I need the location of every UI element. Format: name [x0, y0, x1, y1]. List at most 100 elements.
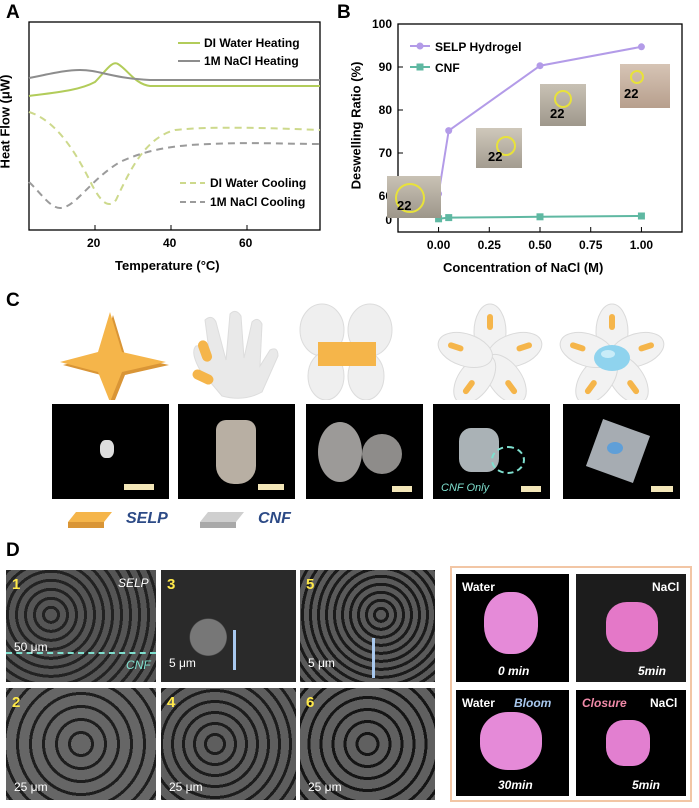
flower-photo-nacl-5min-b: Closure NaCl 5min [576, 690, 686, 796]
sem-6-number: 6 [306, 694, 315, 711]
cycle-border [450, 566, 692, 802]
ruler-4-text: 22 [624, 86, 639, 101]
selp-legend-icon [68, 512, 112, 528]
ruler-3-text: 22 [550, 106, 565, 121]
panel-b-label: B [337, 2, 351, 23]
flower-photo-nacl-5min-a: NaCl 5min [576, 574, 686, 682]
a-xtick-40: 40 [163, 236, 177, 250]
flower-shape-icon-1 [437, 303, 543, 400]
a-legend-nacl-heating: 1M NaCl Heating [204, 54, 299, 68]
ruler-2-text: 22 [488, 149, 503, 164]
ruler-inset-4: 22 [620, 64, 670, 108]
down-arrow-icon-2 [372, 638, 375, 678]
b-xtick-label: 0.25 [478, 238, 502, 252]
bloom-label: Bloom [514, 696, 552, 710]
a-xlabel: Temperature (°C) [115, 258, 220, 273]
panel-d-label: D [6, 540, 20, 561]
selp-point [637, 43, 645, 51]
sem-5-scale: 5 μm [308, 656, 335, 670]
d-photo-2-condition: NaCl [652, 580, 680, 594]
down-arrow-icon [233, 630, 236, 670]
b-ylabel: Deswelling Ratio (%) [348, 61, 364, 190]
panel-a-frame [28, 21, 321, 231]
sem-1-number: 1 [12, 576, 21, 593]
series-line-selp [437, 45, 642, 195]
a-xtick-20: 20 [87, 236, 101, 250]
panel-c-shapes [60, 303, 665, 400]
d-photo-2-time: 5min [638, 664, 667, 678]
sem-1-selp-label: SELP [118, 576, 149, 590]
b-ytick-label: 70 [379, 146, 393, 160]
sem-image-2: 2 25 μm [6, 688, 156, 800]
sem-5-number: 5 [306, 576, 315, 593]
photo-flower-1: CNF Only [433, 404, 550, 499]
a-xtick-60: 60 [239, 236, 253, 250]
sem-4-scale: 25 μm [169, 780, 203, 794]
d-photo-3-time: 30min [498, 778, 533, 792]
sem-3-scale: 5 μm [169, 656, 196, 670]
b-xlabel: Concentration of NaCl (M) [443, 260, 604, 275]
di-water-cooling-curve [28, 111, 321, 205]
b-xtick-label: 0.00 [427, 238, 451, 252]
flower-photo-water-0min: Water 0 min [456, 574, 569, 682]
d-photo-3-condition: Water [462, 696, 495, 710]
b-xtick-label: 0.50 [528, 238, 552, 252]
b-ytick-label-0: 0 [385, 213, 392, 227]
photo-flower-2 [563, 404, 680, 499]
sem-4-number: 4 [167, 694, 176, 711]
cnf-point [445, 214, 453, 222]
sem-2-scale: 25 μm [14, 780, 48, 794]
d-photo-1-condition: Water [462, 580, 495, 594]
b-xtick-label: 0.75 [579, 238, 603, 252]
cnf-point [536, 213, 544, 221]
ruler-1-text: 22 [397, 198, 412, 213]
hand-shape-icon [192, 310, 279, 399]
ruler-inset-1: 22 [387, 176, 441, 218]
b-xtick-label: 1.00 [630, 238, 654, 252]
sem-image-5: 5 5 μm [300, 570, 435, 682]
closure-label: Closure [582, 696, 627, 710]
cnf-point [435, 215, 443, 223]
d-photo-4-condition: NaCl [650, 696, 678, 710]
d-photo-4-time: 5min [632, 778, 661, 792]
b-legend-selp: SELP Hydrogel [435, 40, 522, 54]
panel-a-label: A [6, 2, 20, 23]
a-legend-nacl-cooling: 1M NaCl Cooling [210, 195, 306, 209]
ruler-inset-3: 22 [540, 84, 586, 126]
panel-c-label: C [6, 290, 20, 311]
sem-1-cnf-label: CNF [126, 658, 151, 672]
sem-6-scale: 25 μm [308, 780, 342, 794]
flower-photo-water-30min: Water Bloom 30min [456, 690, 569, 796]
selp-point [445, 127, 453, 135]
legend-selp-marker [416, 42, 424, 50]
b-ytick-label: 80 [379, 103, 393, 117]
series-line-cnf [438, 215, 642, 220]
legend-cnf-marker [416, 63, 424, 71]
sem-image-1: 1 SELP CNF 50 μm [6, 570, 156, 682]
b-legend-cnf: CNF [435, 61, 460, 75]
selp-legend-label: SELP [126, 510, 168, 527]
star-shape-icon [60, 312, 169, 400]
a-legend-di-heating: DI Water Heating [204, 36, 300, 50]
ruler-inset-2: 22 [476, 128, 522, 168]
panel-a-chart [28, 21, 321, 231]
sem-2-number: 2 [12, 694, 21, 711]
b-ytick-label: 100 [372, 17, 392, 31]
sem-image-4: 4 25 μm [161, 688, 296, 800]
sem-3-number: 3 [167, 576, 176, 593]
flower-shape-icon-2 [559, 303, 665, 400]
photo-butterfly [306, 404, 423, 499]
cnf-only-label: CNF Only [441, 482, 490, 494]
a-legend-di-cooling: DI Water Cooling [210, 176, 307, 190]
cnf-point [637, 212, 645, 220]
di-water-heating-curve [28, 62, 320, 97]
photo-star [52, 404, 169, 499]
selp-point [536, 62, 544, 70]
nacl-heating-curve [28, 68, 320, 82]
cnf-legend-label: CNF [258, 510, 291, 527]
nacl-cooling-curve [28, 142, 321, 210]
cnf-legend-icon [200, 512, 244, 528]
butterfly-shape-icon [299, 303, 393, 400]
sem-1-scale: 50 μm [14, 640, 48, 654]
b-ytick-label: 90 [379, 60, 393, 74]
